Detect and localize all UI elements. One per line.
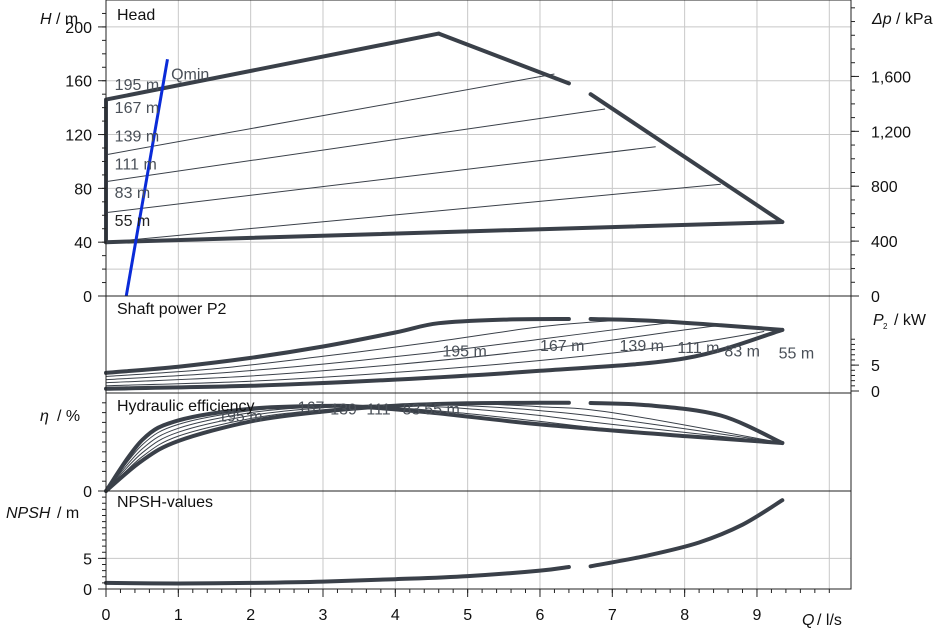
npsh-curve-npsh-a [104,565,571,586]
x-tick-label: 9 [753,607,762,624]
h-tick-label: 0 [83,289,92,306]
p2-tick-label: 0 [871,384,880,401]
efficiency-curve-111-m [105,404,783,492]
x-tick-label: 7 [608,607,617,624]
p2-axis-unit: / kW [894,312,927,329]
head-curve-label: 83 m [115,185,151,202]
power-panel-title: Shaft power P2 [117,301,227,318]
head-curve-111m [105,146,656,214]
power-curve-label: 55 m [779,345,815,362]
efficiency-curve-label: 111 [366,402,390,419]
panel-frame-head [105,0,852,297]
npsh-axis-symbol: NPSH [6,505,51,522]
head-curve-55m [104,220,785,245]
power-curve-label: 139 m [620,338,664,355]
npsh-panel-title: NPSH-values [117,494,213,511]
dp-tick-label: 1,200 [871,124,911,141]
power-curve-195-m-b [588,317,785,332]
npsh-tick-label: 5 [83,551,92,568]
eta-tick-label: 0 [83,484,92,501]
power-curve-label: 167 m [540,338,584,355]
x-tick-label: 3 [319,607,328,624]
x-tick-label: 4 [391,607,400,624]
x-tick-label: 2 [246,607,255,624]
npsh-tick-label: 0 [83,582,92,599]
npsh-curve-npsh-b [588,498,785,569]
x-tick-label: 8 [680,607,689,624]
h-axis-symbol: H [40,11,52,28]
h-tick-label: 120 [65,128,92,145]
dp-tick-label: 400 [871,234,898,251]
x-tick-label: 5 [463,607,472,624]
q-axis-unit: / l/s [817,612,842,629]
x-tick-label: 6 [536,607,545,624]
efficiency-curve-label: 195 m [218,408,262,425]
efficiency-curve-label: 55 m [424,402,460,419]
power-curve-label: 111 m [677,340,719,357]
labels: 195 m Qmin 167 m 139 m 111 m 83 m 55 m 195 m 167… [115,66,815,425]
head-panel-title: Head [117,7,155,24]
dp-tick-label: 800 [871,179,898,196]
curves [104,31,785,586]
dp-tick-label: 0 [871,289,880,306]
h-tick-label: 160 [65,74,92,91]
head-curve-label: 195 m [115,77,159,94]
dp-tick-label: 1,600 [871,69,911,86]
x-tick-label: 1 [174,607,183,624]
p2-axis-subscript: 2 [883,322,888,331]
efficiency-curve-195-m-b [588,401,785,445]
head-curve-195m-falling [436,31,571,86]
head-curve-label: 139 m [115,128,159,145]
power-curve-label: 195 m [442,343,486,360]
efficiency-curve-55-m [104,403,785,493]
head-curve-label: 111 m [115,157,157,174]
eta-axis-symbol: η [40,408,49,425]
p2-axis-symbol: P [873,312,884,329]
h-tick-label: 80 [74,181,92,198]
power-curve-label: 83 m [724,343,760,360]
power-curve-195-m [104,317,571,375]
head-curve-195m-end [588,92,785,224]
efficiency-curve-label: 167 [298,400,325,417]
x-tick-label: 0 [102,607,111,624]
h-axis-unit: / m [56,11,78,28]
efficiency-curve-195-m [104,400,571,493]
head-curve-83m [105,183,721,243]
head-curve-label: Qmin [171,66,209,83]
npsh-axis-unit: / m [57,505,79,522]
efficiency-curve-label: 83 [403,402,421,419]
dp-axis-symbol: Δp [871,11,892,28]
power-curve-111-m [105,324,721,384]
head-curve-167m [105,73,555,156]
h-tick-label: 40 [74,235,92,252]
efficiency-curve-83-m [105,405,783,492]
head-curve-139m [105,108,606,183]
head-curve-label: 55 m [115,213,151,230]
h-tick-label: 200 [65,20,92,37]
head-curve-label: 167 m [115,100,159,117]
efficiency-curve-label: 139 [330,402,357,419]
power-curve-83-m [105,331,765,387]
eta-axis-unit: / % [57,408,80,425]
frames [105,0,852,590]
axes: 0 1 2 3 4 5 6 7 8 90408012016020004008001,2001,60… [65,7,911,624]
grid [105,0,851,589]
efficiency-panel-title: Hydraulic efficiency [117,398,255,415]
power-curve-139-m [105,321,678,381]
q-axis-symbol: Q [802,612,814,629]
p2-tick-label: 5 [871,358,880,375]
qmin-line [124,58,169,297]
power-curve-167-m [105,320,613,377]
dp-axis-unit: / kPa [896,11,933,28]
power-curve-55-m [104,327,785,391]
